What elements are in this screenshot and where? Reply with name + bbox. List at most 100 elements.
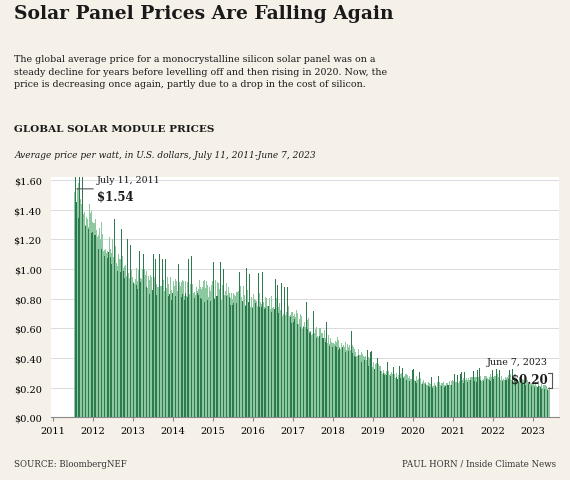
- Text: The global average price for a monocrystalline silicon solar panel was on a
stea: The global average price for a monocryst…: [14, 55, 388, 88]
- Bar: [101, 222, 102, 418]
- Bar: [340, 347, 341, 418]
- Bar: [185, 281, 186, 418]
- Bar: [437, 383, 438, 418]
- Text: June 7, 2023: June 7, 2023: [487, 358, 548, 367]
- Bar: [84, 213, 85, 418]
- Bar: [87, 220, 88, 418]
- Bar: [184, 296, 185, 418]
- Bar: [541, 384, 542, 418]
- Bar: [134, 284, 135, 418]
- Bar: [234, 286, 235, 418]
- Bar: [175, 279, 176, 418]
- Bar: [137, 281, 138, 418]
- Bar: [515, 379, 516, 418]
- Bar: [92, 222, 93, 418]
- Bar: [205, 288, 206, 418]
- Bar: [312, 335, 313, 418]
- Bar: [213, 291, 214, 418]
- Bar: [200, 288, 201, 418]
- Bar: [400, 374, 401, 418]
- Bar: [131, 271, 132, 418]
- Bar: [238, 292, 239, 418]
- Bar: [99, 228, 100, 418]
- Bar: [401, 377, 402, 418]
- Bar: [306, 330, 307, 418]
- Bar: [197, 291, 198, 418]
- Bar: [481, 381, 482, 418]
- Bar: [382, 374, 383, 418]
- Bar: [469, 379, 470, 418]
- Bar: [190, 284, 191, 418]
- Bar: [95, 220, 96, 418]
- Bar: [532, 385, 534, 418]
- Bar: [138, 272, 139, 418]
- Bar: [508, 375, 509, 418]
- Bar: [457, 383, 458, 418]
- Bar: [483, 379, 484, 418]
- Bar: [100, 240, 101, 418]
- Bar: [496, 377, 497, 418]
- Bar: [305, 322, 306, 418]
- Bar: [322, 333, 323, 418]
- Bar: [468, 379, 469, 418]
- Bar: [542, 388, 543, 418]
- Bar: [413, 380, 414, 418]
- Bar: [159, 278, 160, 418]
- Bar: [93, 224, 94, 418]
- Bar: [361, 352, 362, 418]
- Bar: [378, 369, 380, 418]
- Bar: [291, 312, 292, 418]
- Bar: [368, 358, 369, 418]
- Bar: [204, 281, 205, 418]
- Bar: [446, 384, 447, 418]
- Bar: [547, 389, 548, 418]
- Bar: [548, 390, 549, 418]
- Bar: [288, 315, 290, 418]
- Bar: [254, 299, 255, 418]
- Bar: [280, 311, 281, 418]
- Bar: [410, 380, 412, 418]
- Bar: [128, 274, 129, 418]
- Bar: [402, 374, 403, 418]
- Bar: [394, 377, 396, 418]
- Bar: [170, 284, 172, 418]
- Bar: [360, 355, 361, 418]
- Bar: [450, 385, 451, 418]
- Bar: [536, 386, 538, 418]
- Bar: [147, 288, 148, 418]
- Bar: [178, 293, 179, 418]
- Bar: [75, 183, 76, 418]
- Bar: [506, 379, 507, 418]
- Bar: [454, 382, 455, 418]
- Bar: [317, 339, 319, 418]
- Bar: [202, 300, 203, 418]
- Bar: [527, 380, 528, 418]
- Text: Average price per watt, in U.S. dollars, July 11, 2011-June 7, 2023: Average price per watt, in U.S. dollars,…: [14, 150, 316, 159]
- Bar: [161, 286, 162, 418]
- Bar: [110, 250, 111, 418]
- Bar: [328, 336, 329, 418]
- Bar: [349, 345, 350, 418]
- Bar: [324, 337, 325, 418]
- Bar: [412, 380, 413, 418]
- Bar: [493, 377, 494, 418]
- Bar: [154, 278, 155, 418]
- Bar: [448, 386, 449, 418]
- Bar: [163, 280, 164, 418]
- Bar: [123, 269, 124, 418]
- Bar: [325, 338, 326, 418]
- Bar: [335, 341, 336, 418]
- Bar: [290, 315, 291, 418]
- Bar: [295, 317, 296, 418]
- Bar: [115, 247, 116, 418]
- Bar: [245, 305, 246, 418]
- Bar: [156, 284, 157, 418]
- Bar: [523, 384, 524, 418]
- Bar: [263, 310, 264, 418]
- Bar: [86, 217, 87, 418]
- Bar: [408, 378, 409, 418]
- Bar: [419, 383, 420, 418]
- Bar: [429, 384, 430, 418]
- Bar: [74, 190, 75, 418]
- Bar: [354, 349, 355, 418]
